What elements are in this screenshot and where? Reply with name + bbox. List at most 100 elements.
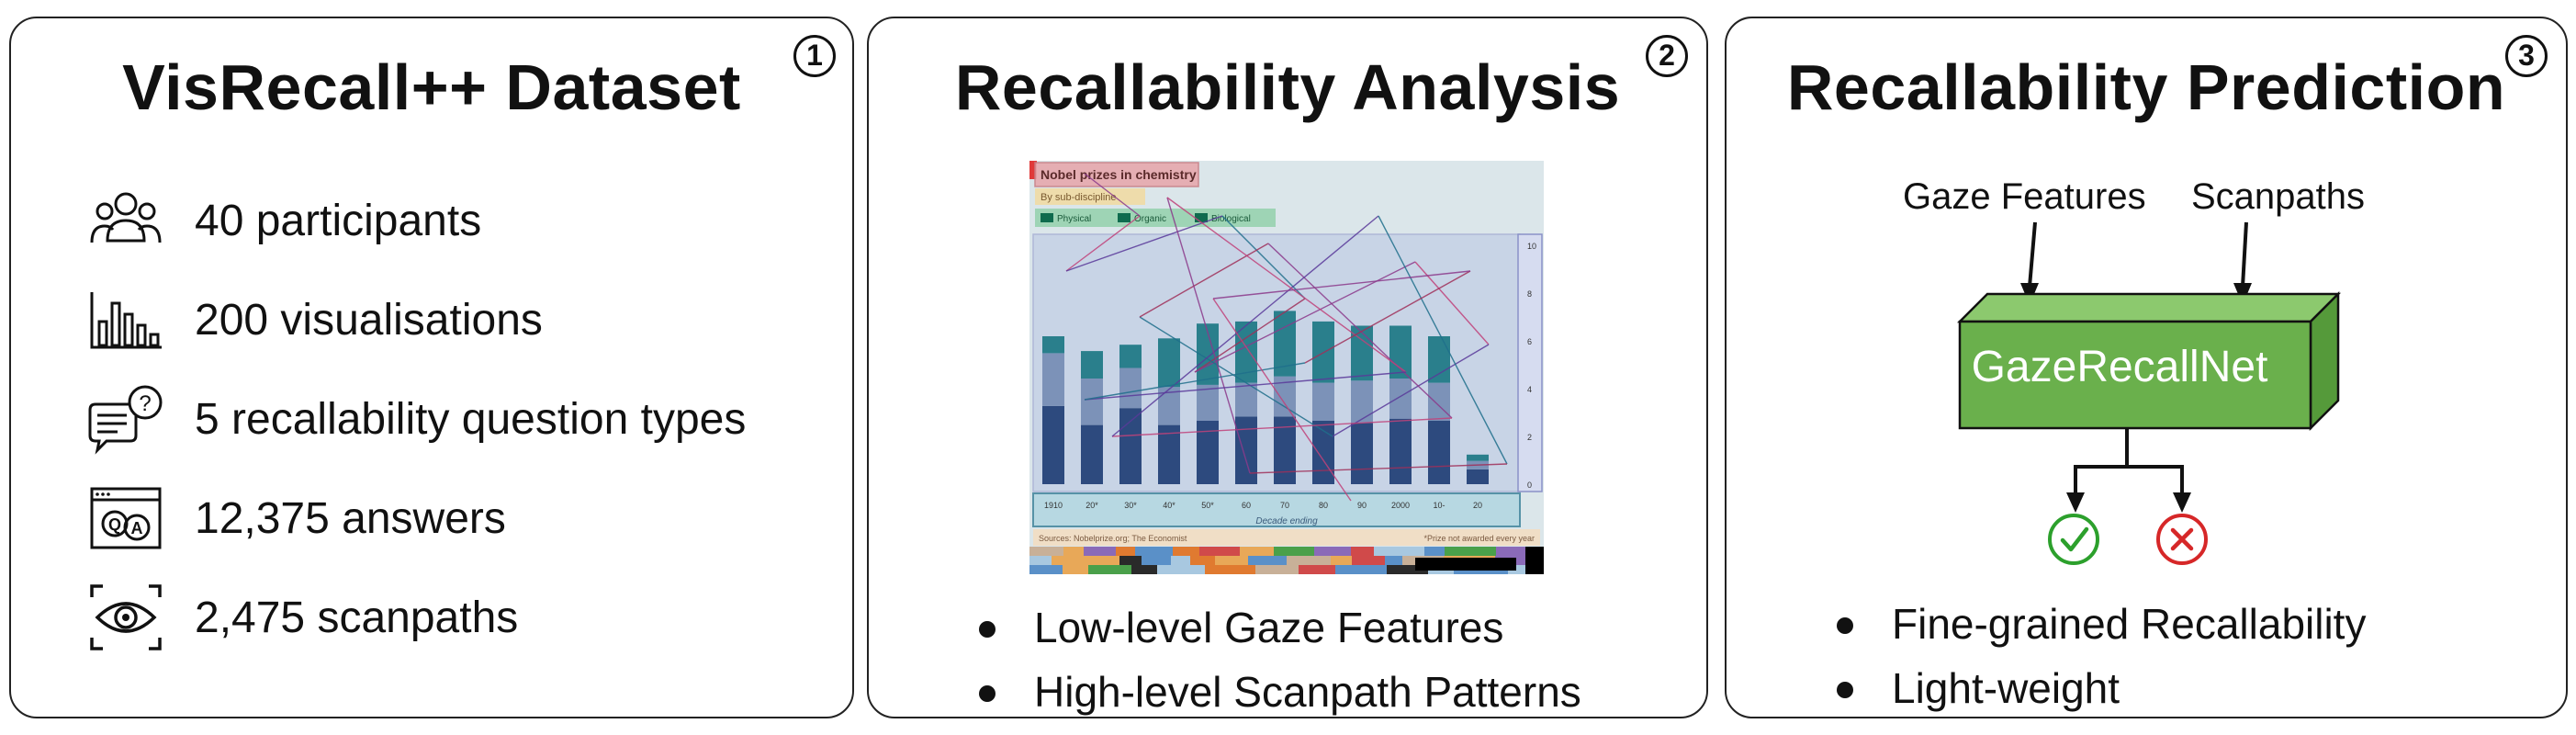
viz-scanpath-segment — [1084, 362, 1306, 401]
viz-timeline-block — [1415, 558, 1516, 571]
viz-legend: Physical Organic Biological — [1041, 213, 1251, 224]
viz-x-axis-label: Decade ending — [1255, 516, 1318, 526]
viz-legend-aoi — [1035, 209, 1276, 227]
input-arrow-scanpaths — [2241, 221, 2248, 288]
viz-x-tick: 20* — [1086, 501, 1098, 510]
viz-timeline-block — [1157, 565, 1205, 574]
viz-timeline-block — [1335, 565, 1363, 574]
viz-y-tick: 2 — [1527, 433, 1532, 442]
dataset-title-text: VisRecall++ Dataset — [122, 51, 741, 123]
viz-x-tick: 60 — [1242, 501, 1251, 510]
viz-timeline-block — [1525, 547, 1544, 574]
viz-scanpath-segment — [1212, 298, 1352, 502]
viz-x-tick: 10- — [1433, 501, 1445, 510]
step-number-badge: 2 — [1646, 35, 1688, 77]
viz-y-tick: 10 — [1527, 242, 1536, 251]
viz-bar-segment — [1119, 345, 1142, 368]
viz-bar-segment — [1351, 380, 1373, 424]
viz-source-aoi — [1033, 529, 1540, 546]
viz-scanpath-overlay — [1065, 173, 1508, 502]
viz-bar-segment — [1158, 424, 1180, 484]
svg-text:A: A — [131, 519, 143, 537]
viz-scanpath-segment — [1194, 298, 1306, 373]
stat-label: 200 visualisations — [195, 295, 543, 345]
stat-participants: 40 participants — [84, 184, 481, 257]
analysis-title-text: Recallability Analysis — [954, 51, 1621, 123]
viz-bar-segment — [1467, 454, 1489, 461]
viz-timeline-block — [1029, 556, 1052, 565]
gazerecallnet-box — [1956, 290, 2342, 432]
viz-timeline-block — [1029, 565, 1063, 574]
participants-icon — [90, 192, 162, 243]
viz-bar-segment — [1389, 379, 1412, 419]
viz-title-aoi — [1034, 162, 1199, 187]
viz-bar-segment — [1119, 408, 1142, 484]
stat-label: 2,475 scanpaths — [195, 593, 519, 642]
viz-scanpath-segment — [1111, 215, 1379, 437]
viz-timeline-block — [1190, 556, 1215, 565]
bullet-item: High-level Scanpath Patterns — [970, 660, 1581, 724]
viz-scanpath-segment — [1212, 270, 1471, 300]
viz-x-axis-aoi — [1032, 492, 1521, 527]
viz-timeline-block — [1135, 547, 1173, 556]
stat-label: 5 recallability question types — [195, 394, 747, 444]
svg-text:?: ? — [139, 391, 151, 416]
viz-bar-segment — [1081, 424, 1103, 484]
viz-x-tick: 20 — [1473, 501, 1482, 510]
viz-timeline-block — [1173, 547, 1199, 556]
viz-scanpath-segment — [1166, 197, 1407, 373]
viz-timeline-block — [1131, 565, 1157, 574]
viz-scanpath-segment — [1084, 371, 1407, 401]
viz-timeline-block — [1215, 556, 1248, 565]
bar-chart-icon — [90, 292, 162, 349]
viz-scanpath-segment — [1084, 173, 1141, 217]
input-scanpaths-label: Scanpaths — [2191, 176, 2366, 217]
viz-timeline-block — [1063, 547, 1084, 556]
viz-scanpath-segment — [1166, 197, 1251, 474]
viz-timeline-block — [1171, 556, 1190, 565]
stat-question-types: ? 5 recallability question types — [84, 382, 746, 456]
viz-x-ticks: 1910 20* 30* 40* 50* 60 70 80 90 2000 10- 20 — [1044, 501, 1482, 510]
viz-bar-segment — [1042, 336, 1064, 354]
viz-bar-segment — [1428, 382, 1450, 421]
stat-label: 40 participants — [195, 196, 482, 245]
bullet-item: Light-weight — [1828, 656, 2366, 720]
viz-subtitle: By sub-discipline — [1041, 192, 1117, 203]
input-arrow-gaze — [2028, 221, 2037, 288]
step-number-badge: 1 — [793, 35, 836, 77]
analysis-panel: Recallability Analysis 2 Nobel prizes in… — [867, 17, 1708, 718]
viz-accent-mark — [1029, 161, 1037, 179]
viz-timeline-block — [1088, 565, 1131, 574]
output-arrowhead-incorrect — [2173, 492, 2191, 513]
viz-x-tick: 50* — [1201, 501, 1214, 510]
viz-bar-segment — [1428, 421, 1450, 484]
viz-bar-segment — [1235, 416, 1257, 484]
viz-scanpath-segment — [1267, 243, 1453, 419]
viz-bar-segment — [1235, 382, 1257, 417]
viz-timeline-block — [1385, 556, 1402, 565]
viz-bar-segment — [1042, 405, 1064, 484]
viz-timeline-block — [1255, 565, 1299, 574]
prediction-title: Recallability Prediction — [1727, 46, 2566, 129]
viz-timeline-block — [1287, 556, 1331, 565]
viz-timeline-block — [1116, 547, 1135, 556]
viz-timeline-block — [1142, 556, 1171, 565]
viz-bar-segment — [1467, 469, 1489, 484]
viz-y-tick: 8 — [1527, 289, 1532, 299]
viz-scanpath-segment — [1304, 270, 1471, 364]
viz-bar-segment — [1081, 351, 1103, 379]
viz-timeline-block — [1363, 565, 1387, 574]
viz-bar-segment — [1312, 382, 1334, 421]
svg-text:Q: Q — [108, 515, 121, 534]
viz-scanpath-segment — [1065, 215, 1141, 272]
gazerecallnet-label: GazeRecallNet — [1971, 343, 2268, 391]
viz-source: Sources: Nobelprize.org; The Economist — [1039, 534, 1187, 543]
viz-bar-segment — [1042, 353, 1064, 406]
question-bubble-icon: ? — [88, 385, 163, 455]
qa-window-icon: Q A — [90, 487, 162, 549]
legend-label: Physical — [1057, 214, 1091, 224]
viz-bar-segment — [1428, 336, 1450, 383]
output-branch — [2074, 428, 2184, 496]
viz-x-tick: 70 — [1280, 501, 1289, 510]
viz-y-tick: 0 — [1527, 481, 1532, 490]
